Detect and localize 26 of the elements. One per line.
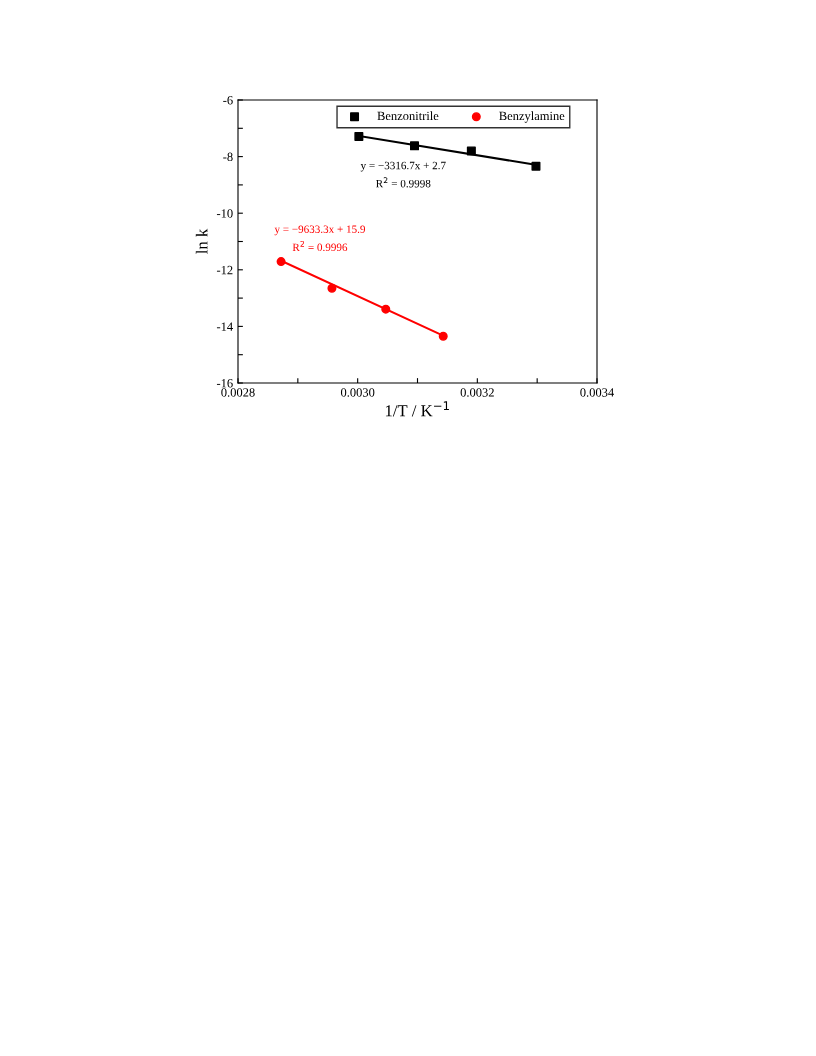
point [531, 161, 541, 171]
y-tick-label: -6 [223, 96, 233, 105]
point [354, 132, 364, 142]
y-tick-label: -8 [223, 152, 233, 162]
annotation: R$^{2}$ = 0.9998 [376, 177, 431, 188]
y-tick-label: -12 [216, 265, 233, 275]
point [438, 331, 448, 341]
annotation: R$^{2}$ = 0.9996 [292, 240, 348, 252]
point [410, 141, 420, 151]
legend-label: Benzylamine [499, 111, 565, 123]
y-tick-label: -14 [216, 322, 233, 331]
y-tick-label: -16 [216, 379, 233, 388]
point [276, 257, 286, 267]
y-axis-title: ln k [195, 228, 208, 254]
annotation: y = −3316.7x + 2.7 [360, 161, 446, 172]
point [327, 283, 337, 293]
point [381, 304, 391, 314]
legend-label: Benzonitrile [377, 111, 439, 121]
x-tick-label: 0.0028 [221, 388, 255, 397]
x-tick-label: 0.0030 [340, 388, 375, 397]
annotation: y = −9633.3x + 15.9 [274, 225, 366, 236]
point [466, 146, 476, 156]
x-tick-label: 0.0034 [580, 388, 614, 397]
y-tick-label: -10 [216, 209, 233, 218]
x-tick-label: 0.0032 [460, 388, 494, 397]
x-axis-title: 1/T / K$^{−1}$ [385, 401, 449, 417]
